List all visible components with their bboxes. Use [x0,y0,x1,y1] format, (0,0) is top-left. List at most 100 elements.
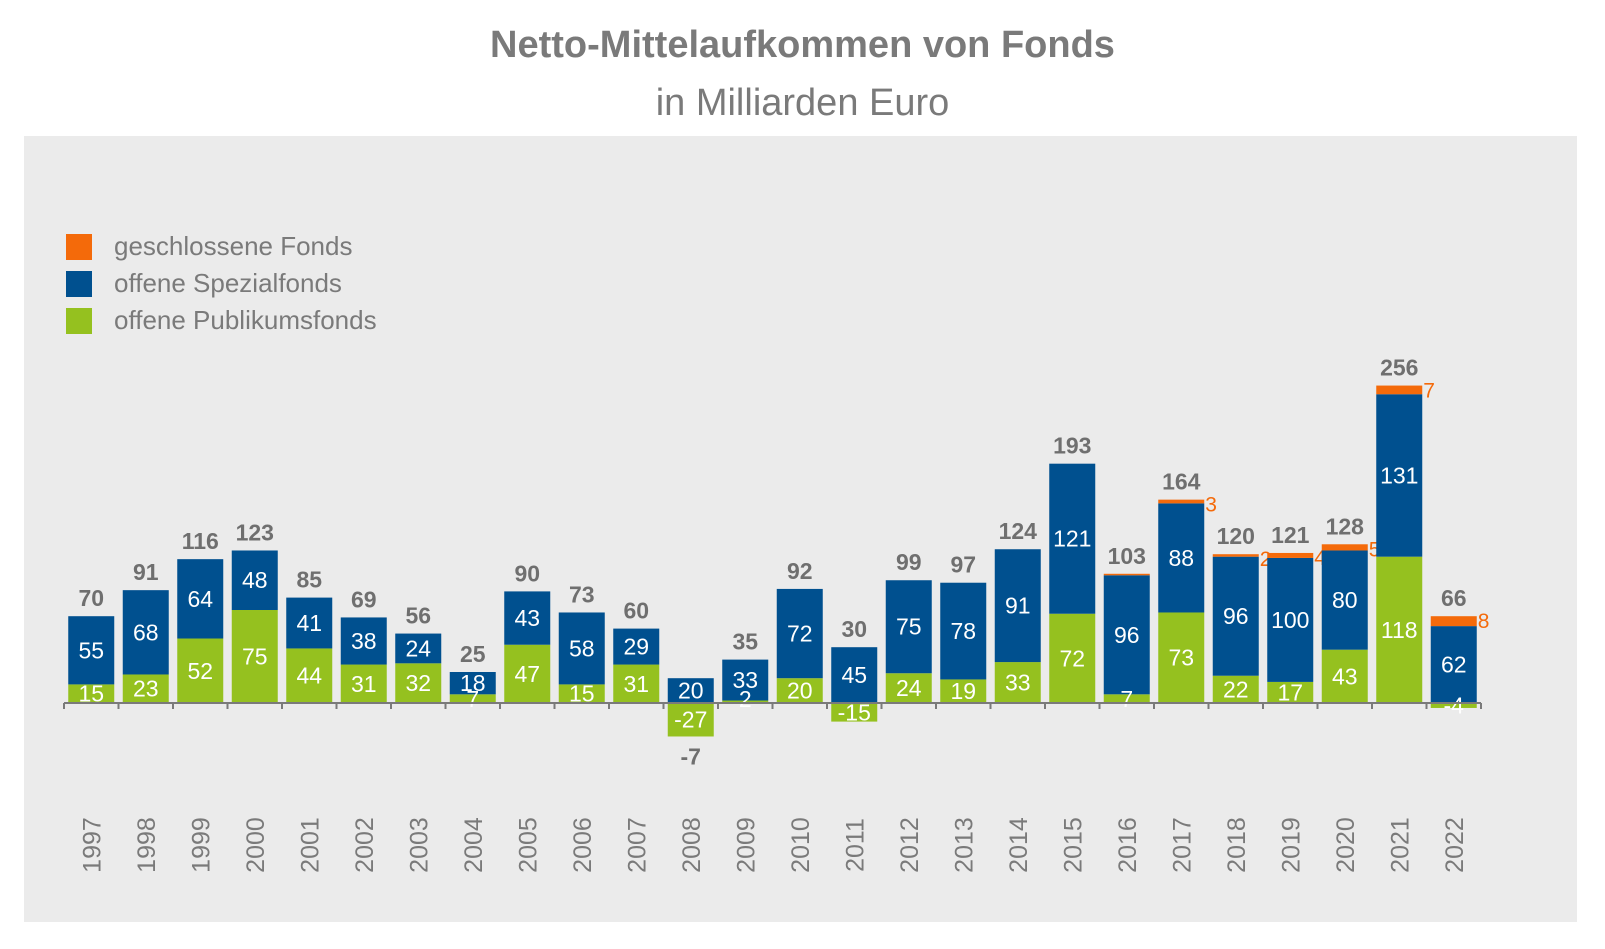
total-label: 30 [841,616,867,642]
bar-offene-spezialfonds [1212,556,1259,676]
bar-offene-spezialfonds [122,590,169,675]
segment-label-offene-publikumsfonds: 47 [514,661,540,687]
bar-offene-spezialfonds [340,617,387,665]
bar-offene-publikumsfonds [831,703,878,722]
total-label: 25 [460,641,486,667]
bar-offene-publikumsfonds [1267,681,1314,703]
bar-offene-spezialfonds [831,647,878,703]
total-label: 164 [1162,469,1201,495]
legend-item-offene-publikumsfonds: offene Publikumsfonds [66,302,377,339]
bar-offene-spezialfonds [449,672,496,695]
segment-label-offene-publikumsfonds: 24 [896,675,922,701]
segment-label-offene-publikumsfonds: 52 [187,658,213,684]
x-tick-label: 2002 [351,817,379,873]
total-label: 90 [514,560,540,586]
bar-offene-publikumsfonds [395,663,442,703]
total-label: 91 [133,559,159,585]
bar-offene-publikumsfonds [558,684,605,703]
bar-offene-spezialfonds [231,550,278,610]
segment-label-offene-spezialfonds: 18 [460,670,486,696]
bar-offene-spezialfonds [1267,557,1314,682]
bar-offene-spezialfonds [1321,550,1368,650]
bar-offene-publikumsfonds [122,674,169,703]
bar-offene-publikumsfonds [722,700,769,703]
chart-subtitle: in Milliarden Euro [655,82,950,124]
legend-item-geschlossene-fonds: geschlossene Fonds [66,228,377,265]
segment-label-offene-publikumsfonds: 32 [405,670,431,696]
segment-label-offene-publikumsfonds: 20 [787,678,813,704]
segment-label-geschlossene-fonds: 2 [1260,548,1272,571]
legend-label: offene Publikumsfonds [114,305,377,335]
total-label: 121 [1271,522,1310,548]
bar-geschlossene-fonds [1376,385,1423,395]
segment-label-offene-publikumsfonds: 2 [739,686,752,712]
chart-title: Netto-Mittelaufkommen von Fonds [490,24,1115,66]
x-tick-label: 2010 [787,817,815,873]
segment-label-offene-spezialfonds: 29 [623,634,649,660]
bar-geschlossene-fonds [1321,544,1368,551]
x-tick-label: 2012 [896,817,924,873]
segment-label-offene-spezialfonds: 131 [1380,462,1418,488]
bar-offene-publikumsfonds [449,694,496,703]
bar-offene-publikumsfonds [340,664,387,703]
bar-geschlossene-fonds [1430,616,1477,627]
segment-label-offene-publikumsfonds: 31 [623,671,649,697]
segment-label-offene-spezialfonds: 80 [1332,587,1358,613]
segment-label-offene-publikumsfonds: 43 [1332,663,1358,689]
bar-offene-publikumsfonds [231,610,278,703]
total-label: 69 [351,586,377,612]
bar-offene-spezialfonds [667,678,714,703]
bar-offene-publikumsfonds [1430,703,1477,708]
bar-offene-publikumsfonds [177,638,224,703]
bar-geschlossene-fonds [1158,499,1205,504]
segment-label-offene-spezialfonds: 78 [950,618,976,644]
bar-offene-publikumsfonds [1376,556,1423,703]
segment-label-offene-spezialfonds: 68 [133,619,159,645]
total-label: 124 [999,518,1038,544]
x-tick-label: 2015 [1059,817,1087,873]
x-tick-label: 2004 [460,817,488,873]
legend: geschlossene Fonds offene Spezialfonds o… [66,228,377,339]
segment-label-offene-spezialfonds: 41 [296,610,322,636]
bar-offene-publikumsfonds [613,664,660,703]
bar-offene-spezialfonds [286,597,333,649]
bar-geschlossene-fonds [1212,554,1259,557]
segment-label-offene-publikumsfonds: -4 [1444,692,1465,718]
legend-label: geschlossene Fonds [114,231,353,261]
total-label: 35 [732,629,758,655]
bar-offene-spezialfonds [1376,394,1423,557]
total-label: 99 [896,549,922,575]
segment-label-offene-spezialfonds: 121 [1053,526,1091,552]
total-label: 73 [569,581,595,607]
x-tick-label: 2008 [678,817,706,873]
legend-swatch-geschlossene-fonds [66,233,92,260]
segment-label-offene-spezialfonds: 72 [787,621,813,647]
segment-label-geschlossene-fonds: 7 [1423,380,1435,403]
bar-offene-publikumsfonds [940,679,987,703]
segment-label-offene-spezialfonds: 20 [678,678,704,704]
total-label: 193 [1053,433,1091,459]
bar-offene-publikumsfonds [1321,649,1368,703]
total-label: 128 [1326,513,1365,539]
bar-offene-publikumsfonds [1158,612,1205,703]
bar-offene-spezialfonds [177,559,224,639]
segment-label-offene-publikumsfonds: 7 [1120,686,1133,712]
total-label: 97 [950,552,976,578]
plot-panel [24,136,1577,922]
total-label: -7 [681,743,701,769]
total-label: 60 [623,598,649,624]
total-label: 120 [1217,523,1255,549]
bar-offene-spezialfonds [1049,463,1096,614]
segment-label-offene-publikumsfonds: -27 [674,707,707,733]
segment-label-offene-spezialfonds: 55 [78,637,104,663]
segment-label-offene-publikumsfonds: 23 [133,676,159,702]
segment-label-offene-publikumsfonds: 118 [1381,617,1418,643]
segment-label-offene-spezialfonds: 75 [896,614,922,640]
legend-swatch-offene-publikumsfonds [66,307,92,334]
bar-offene-spezialfonds [395,633,442,664]
bar-offene-spezialfonds [940,582,987,680]
total-label: 56 [405,603,431,629]
segment-label-geschlossene-fonds: 3 [1205,494,1217,517]
segment-label-offene-publikumsfonds: 44 [296,663,322,689]
bar-offene-spezialfonds [776,588,823,679]
